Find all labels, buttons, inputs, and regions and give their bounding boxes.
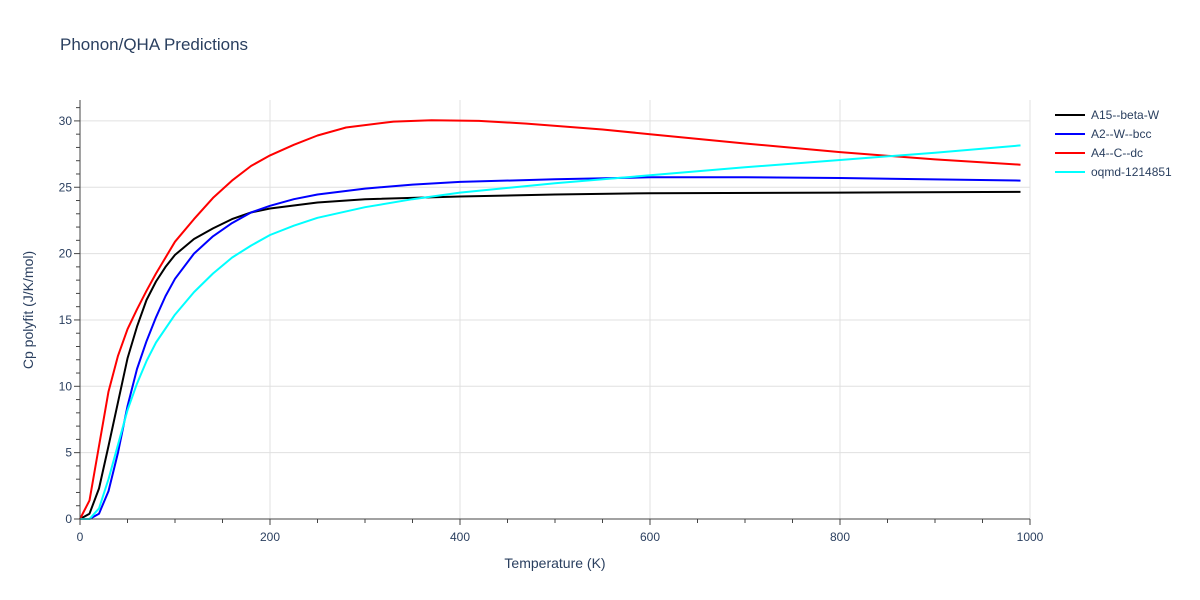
x-tick-label: 200 <box>260 530 280 544</box>
x-tick-label: 1000 <box>1017 530 1044 544</box>
x-tick-label: 0 <box>77 530 84 544</box>
x-tick-label: 400 <box>450 530 470 544</box>
legend-label: A15--beta-W <box>1091 108 1160 122</box>
legend[interactable]: A15--beta-W A2--W--bcc A4--C--dc oqmd-12148… <box>1055 108 1172 179</box>
y-tick-label: 15 <box>59 313 73 327</box>
series-line-A4--C--dc <box>79 119 1021 520</box>
grid <box>80 100 1031 519</box>
legend-label: A2--W--bcc <box>1091 127 1151 141</box>
y-tick-label: 30 <box>59 114 73 128</box>
y-tick-label: 25 <box>59 180 73 194</box>
y-axis-label: Cp polyfit (J/K/mol) <box>20 251 36 369</box>
legend-item[interactable]: A4--C--dc <box>1055 146 1143 160</box>
y-tick-label: 10 <box>59 379 73 393</box>
legend-item[interactable]: A15--beta-W <box>1055 108 1160 122</box>
series-lines <box>79 119 1021 520</box>
series-line-A15--beta-W <box>79 190 1021 520</box>
y-tick-label: 20 <box>59 247 73 261</box>
legend-label: oqmd-1214851 <box>1091 165 1172 179</box>
ticks: 0 200 400 600 800 1000 0 5 10 15 20 25 30 <box>59 114 1044 544</box>
legend-label: A4--C--dc <box>1091 146 1143 160</box>
series-line-oqmd-1214851 <box>80 144 1021 520</box>
x-axis-label: Temperature (K) <box>504 555 605 571</box>
y-tick-label: 5 <box>65 446 72 460</box>
x-tick-label: 600 <box>640 530 660 544</box>
chart-title: Phonon/QHA Predictions <box>60 35 248 54</box>
legend-item[interactable]: A2--W--bcc <box>1055 127 1151 141</box>
x-tick-label: 800 <box>830 530 850 544</box>
axes <box>74 100 1031 525</box>
series-line-A2--W--bcc <box>80 176 1021 520</box>
y-tick-label: 0 <box>65 512 72 526</box>
legend-item[interactable]: oqmd-1214851 <box>1055 165 1172 179</box>
